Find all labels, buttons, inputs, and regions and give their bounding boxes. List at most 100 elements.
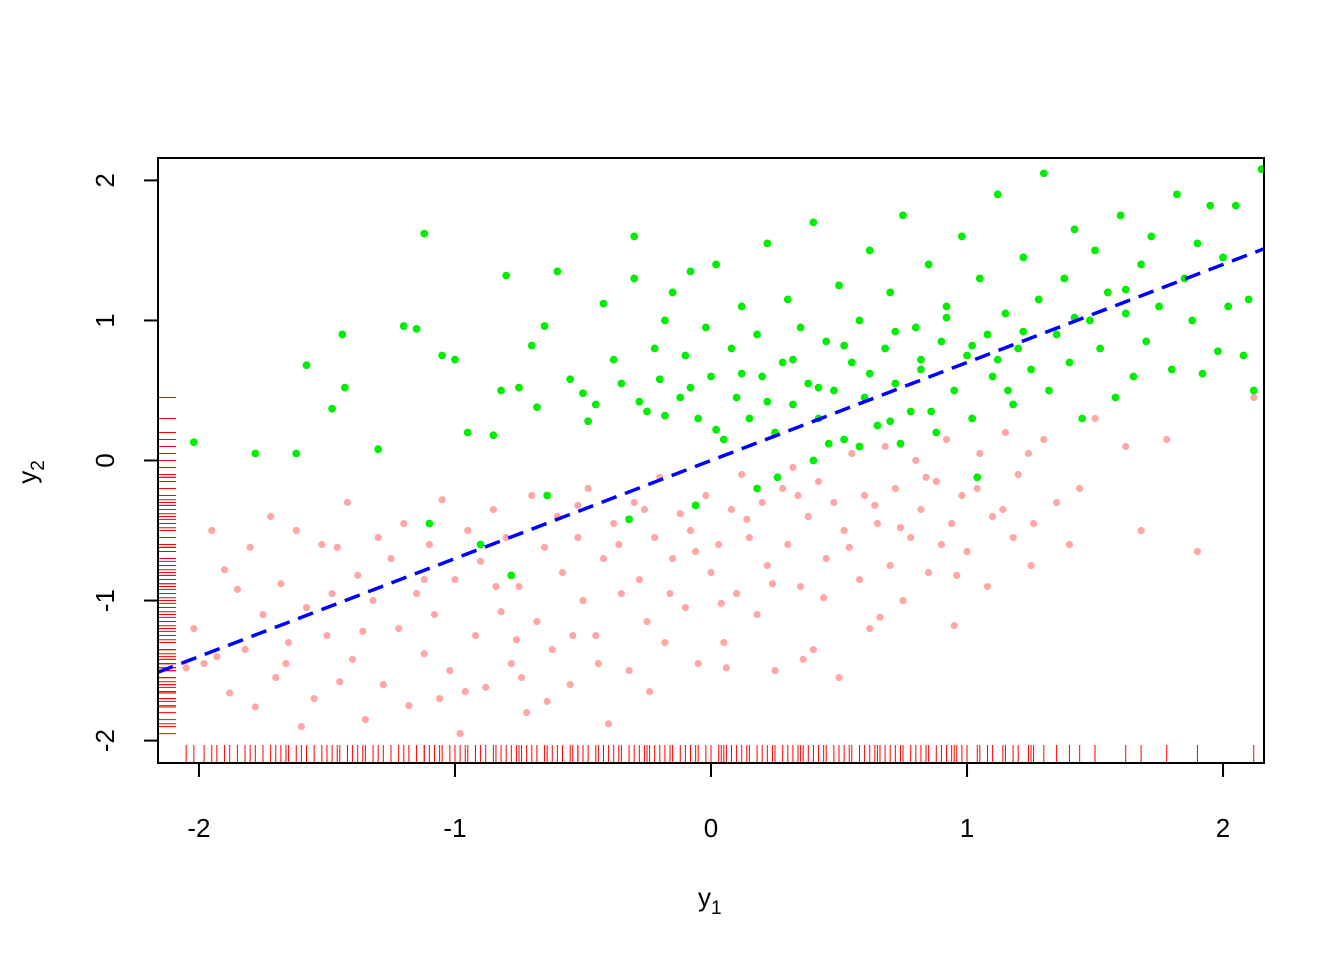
- observed-point: [1137, 260, 1146, 269]
- censored-point: [387, 554, 395, 563]
- observed-point: [865, 369, 874, 378]
- censored-point: [738, 470, 746, 479]
- observed-point: [630, 274, 639, 283]
- observed-point: [1188, 316, 1197, 325]
- observed-point: [1103, 288, 1112, 297]
- observed-point: [975, 274, 984, 283]
- censored-point: [361, 715, 369, 724]
- censored-point: [848, 449, 856, 458]
- censored-point: [745, 533, 754, 542]
- observed-point: [773, 473, 782, 482]
- censored-point: [715, 540, 723, 549]
- observed-point: [763, 397, 772, 406]
- censored-point: [643, 617, 651, 626]
- observed-point: [707, 372, 715, 381]
- censored-point: [604, 720, 613, 728]
- censored-point: [976, 449, 984, 458]
- x-axis-title-main: y: [698, 882, 711, 912]
- observed-point: [691, 501, 700, 510]
- censored-point: [259, 610, 267, 619]
- censored-point: [359, 627, 367, 635]
- censored-point: [651, 533, 659, 542]
- observed-point: [579, 389, 587, 398]
- observed-point: [932, 428, 941, 437]
- censored-point: [932, 477, 940, 486]
- observed-point: [737, 302, 746, 311]
- censored-point: [753, 610, 761, 619]
- observed-point: [1219, 253, 1227, 262]
- observed-point: [712, 260, 721, 269]
- censored-point: [333, 543, 341, 551]
- observed-point: [937, 337, 946, 346]
- censored-point: [213, 652, 221, 661]
- observed-point: [655, 375, 664, 384]
- censored-point: [1001, 428, 1010, 437]
- observed-point: [1121, 309, 1130, 318]
- censored-point: [456, 729, 464, 738]
- censored-point: [717, 599, 725, 607]
- x-axis-title: y1: [698, 882, 722, 919]
- observed-point: [1121, 285, 1130, 294]
- censored-point: [543, 697, 551, 705]
- observed-point: [963, 351, 971, 360]
- observed-point: [1001, 309, 1010, 318]
- observed-point: [753, 330, 761, 339]
- observed-point: [425, 519, 434, 528]
- x-tick-label: -2: [187, 813, 210, 843]
- censored-point: [1122, 442, 1130, 451]
- observed-point: [1039, 169, 1048, 178]
- censored-point: [395, 624, 403, 633]
- censored-point: [471, 631, 480, 640]
- censored-point: [758, 498, 766, 507]
- censored-point: [942, 435, 951, 444]
- censored-point: [592, 631, 600, 640]
- observed-point: [1244, 295, 1253, 304]
- censored-point: [668, 554, 677, 563]
- observed-point: [732, 393, 741, 402]
- censored-point: [702, 491, 710, 500]
- censored-point: [681, 603, 689, 612]
- censored-point: [379, 680, 387, 689]
- censored-point: [891, 484, 899, 493]
- censored-point: [1250, 393, 1258, 402]
- censored-point: [1065, 540, 1074, 549]
- observed-point: [686, 267, 695, 276]
- censored-point: [497, 608, 505, 616]
- observed-point: [451, 355, 459, 364]
- censored-point: [343, 498, 352, 507]
- observed-point: [763, 239, 772, 248]
- observed-point: [906, 407, 915, 416]
- observed-point: [643, 407, 651, 416]
- censored-point: [566, 680, 574, 689]
- observed-point: [630, 232, 639, 241]
- censored-point: [220, 566, 229, 574]
- observed-point: [840, 341, 849, 350]
- censored-point: [743, 515, 751, 523]
- censored-point: [323, 631, 331, 640]
- observed-point: [661, 316, 669, 325]
- observed-point: [625, 515, 633, 524]
- censored-point: [476, 557, 485, 565]
- observed-point: [758, 372, 767, 381]
- censored-point: [272, 673, 280, 682]
- censored-point: [922, 473, 930, 481]
- observed-point: [789, 355, 797, 364]
- observed-point: [745, 414, 754, 423]
- censored-point: [599, 554, 608, 563]
- observed-point: [1065, 358, 1074, 367]
- censored-point: [820, 594, 828, 602]
- observed-point: [924, 260, 933, 269]
- censored-point: [461, 687, 469, 696]
- observed-points: [189, 165, 1266, 580]
- x-rug: [185, 745, 1255, 763]
- observed-point: [1173, 190, 1181, 199]
- observed-point: [302, 361, 311, 370]
- censored-point: [912, 456, 920, 465]
- censored-point: [896, 524, 905, 532]
- observed-point: [676, 393, 685, 402]
- observed-point: [973, 473, 982, 482]
- observed-point: [942, 313, 951, 322]
- observed-point: [374, 445, 383, 454]
- observed-point: [527, 341, 536, 350]
